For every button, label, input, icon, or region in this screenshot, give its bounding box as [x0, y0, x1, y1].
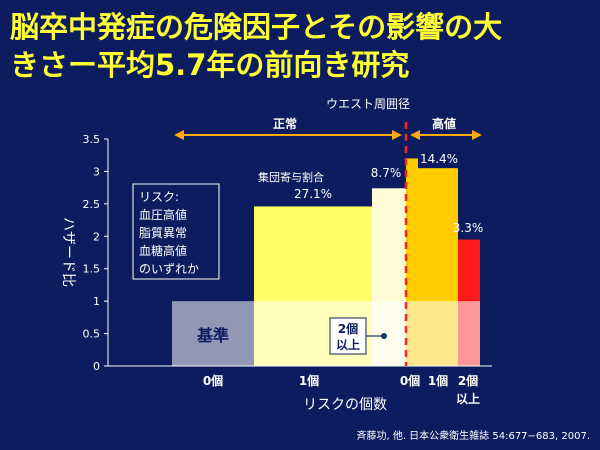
x-label-high-one: 1個 — [428, 373, 448, 388]
risk-legend-line-0: リスク: — [139, 190, 179, 204]
normal-arrow-left-head — [174, 130, 184, 140]
pct-normal-1: 27.1% — [294, 187, 332, 201]
baseline-label: 基準 — [196, 326, 229, 345]
x-label-high-two-line-2: 以上 — [456, 391, 480, 406]
y-axis-label: ハザード比 — [60, 217, 76, 287]
high-arrow-right-head — [472, 130, 482, 140]
slide-title: 脳卒中発症の危険因子とその影響の大 きさー平均5.7年の前向き研究 — [10, 8, 595, 84]
x-label-zero: 0個 — [203, 373, 223, 388]
normal-arrow-right-head — [392, 130, 402, 140]
x-axis-label: リスクの個数 — [303, 397, 387, 413]
risk-legend-line-1: 血圧高値 — [139, 207, 187, 222]
risk-legend-line-2: 脂質異常 — [139, 225, 187, 240]
y-tick-label-7: 3.5 — [83, 133, 101, 146]
y-tick-label-6: 3 — [93, 165, 100, 178]
risk-legend-line-4: のいずれか — [139, 262, 199, 276]
pct-normal-2: 8.7% — [371, 166, 402, 180]
pct-high-2: 3.3% — [453, 221, 484, 235]
y-tick-label-1: 0.5 — [83, 328, 101, 341]
risk-legend-box — [132, 183, 220, 280]
baseline-band — [172, 301, 480, 366]
y-tick-label-3: 1.5 — [83, 263, 101, 276]
x-label-one: 1個 — [299, 373, 319, 388]
risk-legend-line-3: 血糖高値 — [139, 243, 187, 258]
contribution-label: 集団寄与割合 — [258, 170, 324, 184]
y-tick-label-4: 2 — [93, 230, 100, 243]
pct-high-1: 14.4% — [420, 152, 458, 166]
citation: 斉藤功, 他. 日本公衆衛生雑誌 54:677−683, 2007. — [356, 431, 590, 442]
y-tick-label-2: 1 — [93, 295, 100, 308]
group-label-high: 高値 — [432, 116, 456, 131]
y-tick-label-5: 2.5 — [83, 198, 101, 211]
slide-title-line-2: きさー平均5.7年の前向き研究 — [10, 48, 410, 82]
slide-title-line-1: 脳卒中発症の危険因子とその影響の大 — [10, 10, 503, 44]
group-label-normal: 正常 — [273, 116, 297, 131]
y-tick-label-0: 0 — [93, 360, 100, 373]
two-plus-callout-dot — [381, 333, 387, 339]
high-arrow-left-head — [410, 130, 420, 140]
two-plus-callout-line-2: 以上 — [336, 337, 360, 352]
two-plus-callout-line-1: 2個 — [338, 321, 358, 336]
group-title: ウエスト周囲径 — [326, 97, 410, 111]
x-label-high-two-line-1: 2個 — [458, 373, 478, 388]
x-label-high-zero: 0個 — [400, 373, 420, 388]
two-plus-callout-box — [329, 317, 367, 355]
